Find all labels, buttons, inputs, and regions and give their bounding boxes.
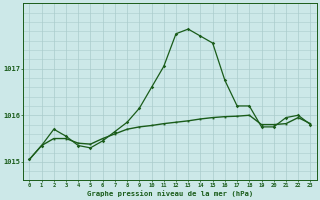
X-axis label: Graphe pression niveau de la mer (hPa): Graphe pression niveau de la mer (hPa) xyxy=(87,190,253,197)
